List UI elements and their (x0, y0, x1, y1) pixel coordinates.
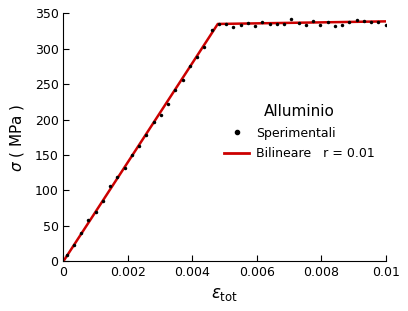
Legend: Sperimentali, Bilineare   r = 0.01: Sperimentali, Bilineare r = 0.01 (220, 99, 379, 165)
Y-axis label: $\sigma$ ( MPa ): $\sigma$ ( MPa ) (8, 103, 27, 171)
X-axis label: $\varepsilon_{\rm tot}$: $\varepsilon_{\rm tot}$ (211, 285, 238, 303)
